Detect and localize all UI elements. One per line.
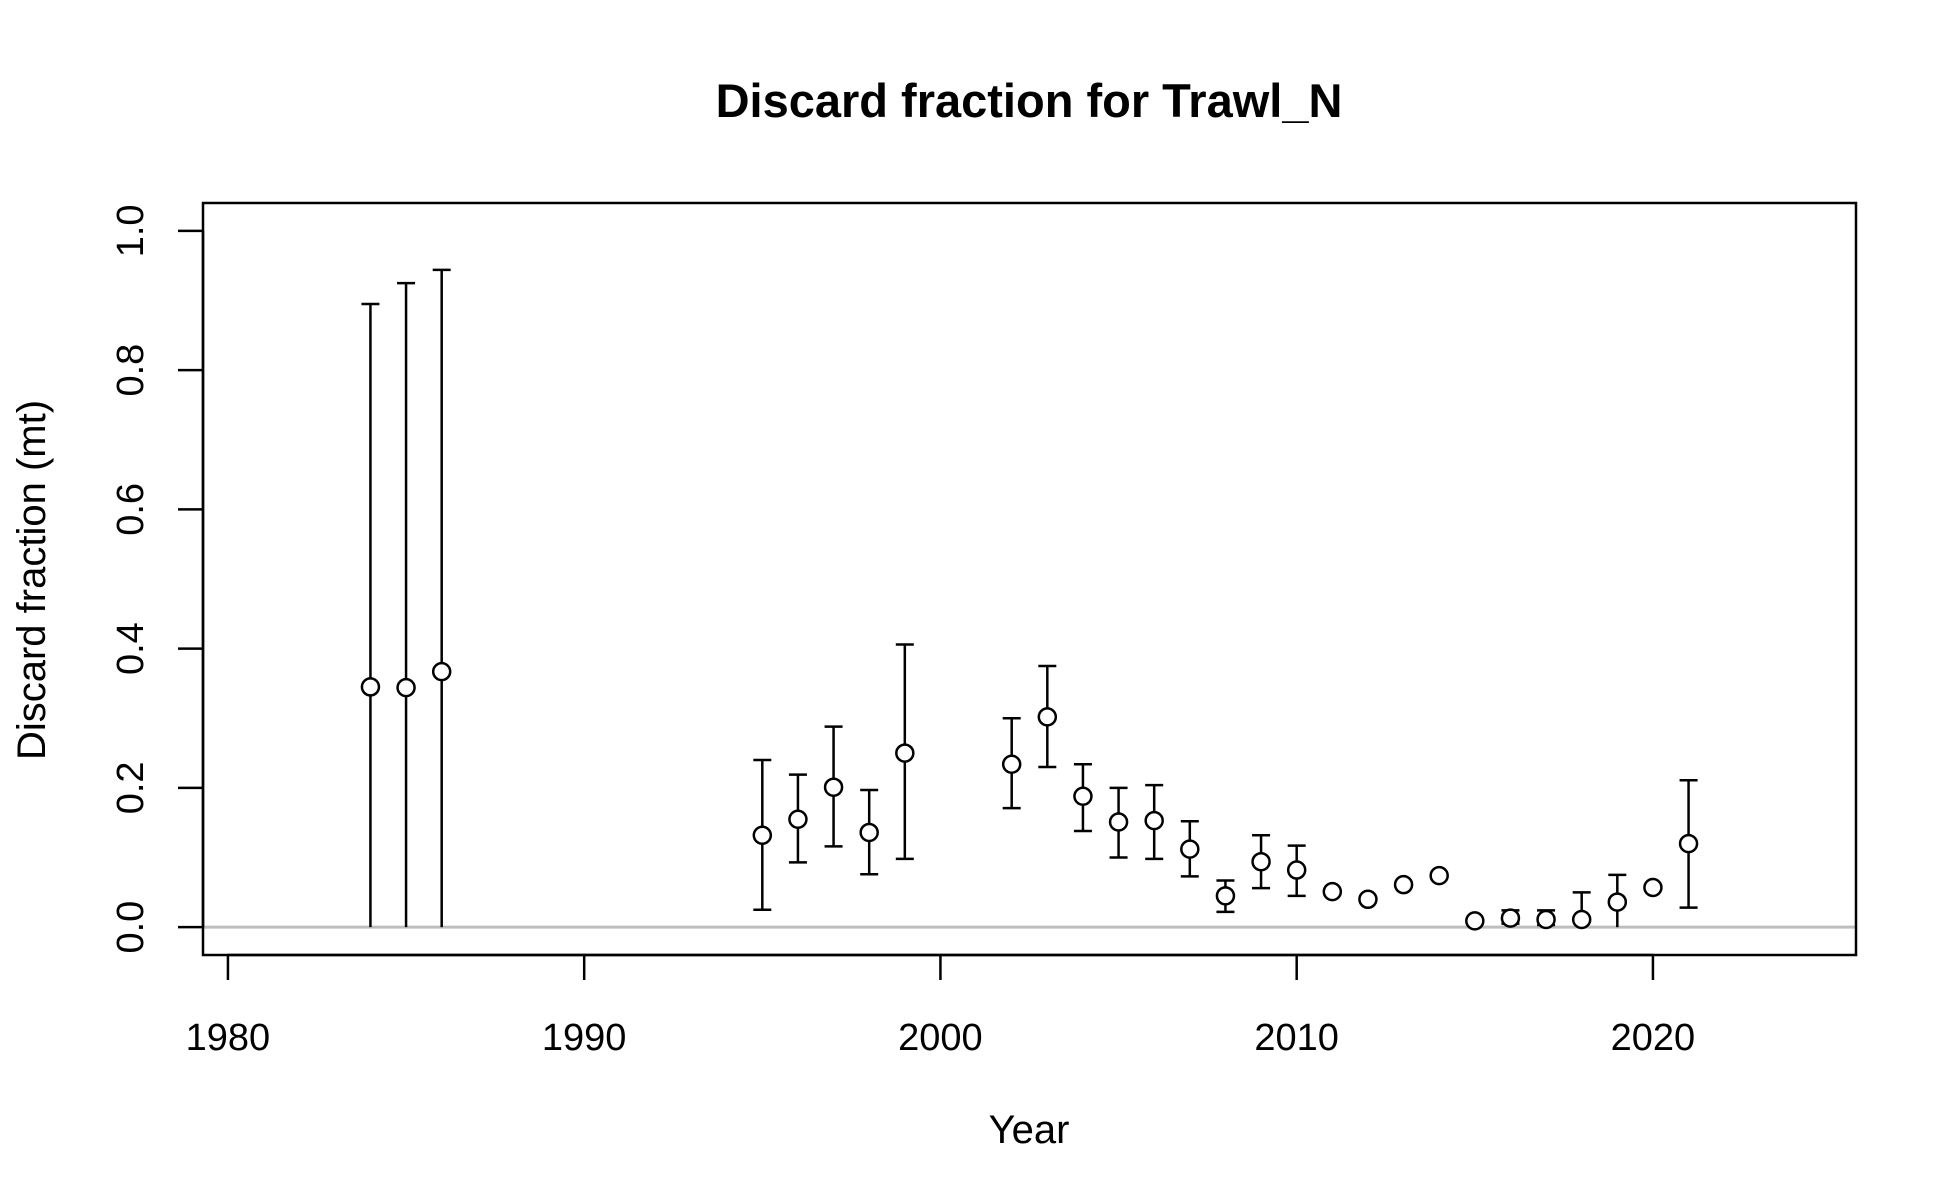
axes: 1980 1990 2000 2010 2020 0.0 0.2 0.4 0.6 0.8 1.0 xyxy=(110,204,1695,1059)
x-tick-label: 1990 xyxy=(542,1017,627,1059)
y-tick-label: 0.8 xyxy=(110,344,152,397)
data-points xyxy=(360,661,1699,931)
data-point xyxy=(1251,851,1271,872)
y-tick-label: 0.2 xyxy=(110,761,152,814)
data-point xyxy=(1180,839,1200,859)
data-point xyxy=(752,825,773,845)
chart-title: Discard fraction for Trawl_N xyxy=(716,74,1343,127)
y-tick-label: 0.6 xyxy=(110,483,152,536)
data-point xyxy=(1465,911,1485,931)
data-point xyxy=(1607,892,1628,912)
data-point xyxy=(1358,889,1378,910)
data-point xyxy=(1429,865,1449,886)
data-point xyxy=(360,677,381,697)
data-point xyxy=(1001,754,1022,774)
data-point xyxy=(1073,786,1093,806)
data-point xyxy=(1571,909,1592,930)
data-point xyxy=(1108,812,1129,832)
y-tick-label: 1.0 xyxy=(110,204,152,257)
data-point xyxy=(1393,874,1414,895)
data-point xyxy=(823,777,844,797)
data-point xyxy=(788,809,808,829)
error-bars xyxy=(361,268,1698,928)
x-tick-label: 2000 xyxy=(898,1017,983,1059)
data-point xyxy=(396,677,416,698)
data-point xyxy=(1500,908,1521,928)
y-tick-label: 0.4 xyxy=(110,622,152,675)
data-point xyxy=(1643,877,1663,898)
error-bar xyxy=(432,268,451,928)
x-tick-label: 1980 xyxy=(186,1017,271,1059)
error-bar xyxy=(397,281,416,928)
data-point xyxy=(1322,881,1343,902)
data-point xyxy=(895,743,915,763)
x-axis-label: Year xyxy=(989,1108,1070,1152)
error-bar xyxy=(361,302,380,928)
y-axis-label: Discard fraction (mt) xyxy=(10,400,54,760)
y-tick-label: 0.0 xyxy=(110,901,152,954)
data-point xyxy=(431,661,452,682)
x-tick-label: 2010 xyxy=(1254,1017,1339,1059)
data-point xyxy=(1678,833,1699,854)
data-point xyxy=(1286,860,1307,880)
data-point xyxy=(1536,909,1556,930)
data-point xyxy=(1215,886,1236,906)
data-point xyxy=(1144,810,1164,831)
data-point xyxy=(859,822,879,843)
x-tick-label: 2020 xyxy=(1611,1017,1696,1059)
plot-frame xyxy=(201,201,1858,957)
data-point xyxy=(1037,707,1058,727)
